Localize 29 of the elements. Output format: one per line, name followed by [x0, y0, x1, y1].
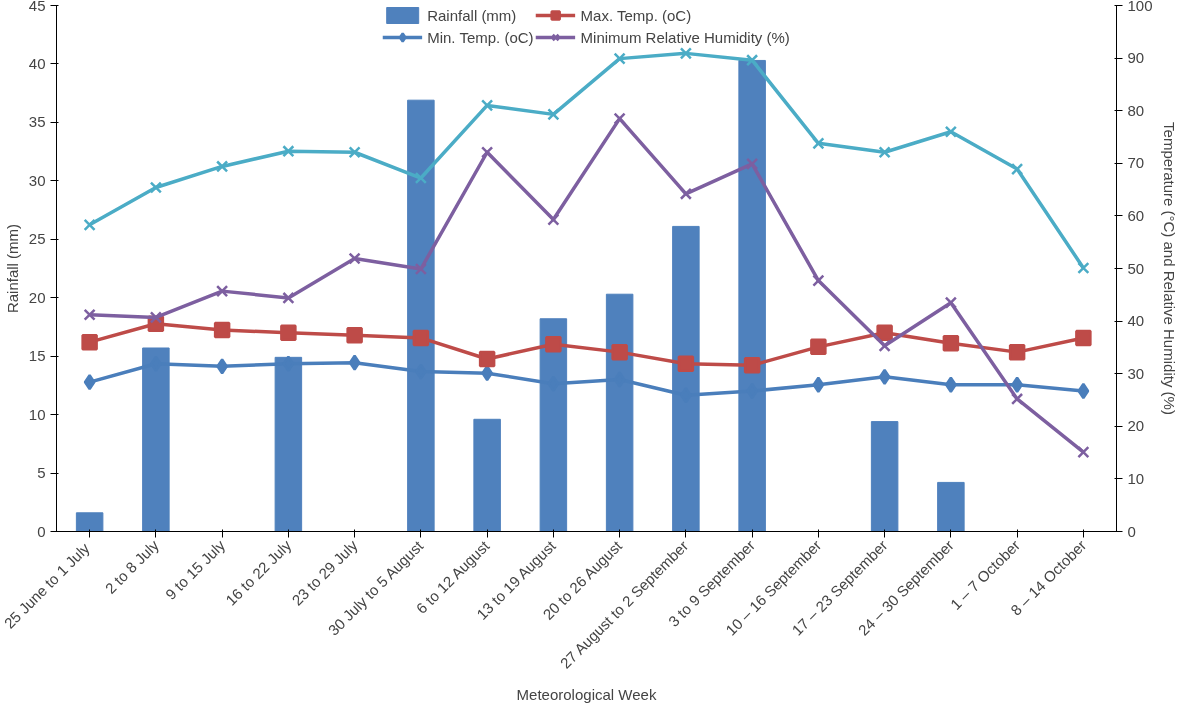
- y-tick-label: 35: [28, 113, 46, 131]
- y-tick-label: 0: [37, 522, 46, 540]
- y-tick-label: 40: [28, 54, 46, 72]
- y-tick-label: 30: [28, 171, 46, 189]
- y2-tick-label: 40: [1127, 312, 1145, 330]
- x-axis-title: Meteorological Week: [516, 685, 657, 703]
- y2-tick-label: 100: [1127, 0, 1153, 14]
- y-axis-title: Rainfall (mm): [3, 223, 21, 314]
- y2-tick-label: 30: [1127, 364, 1145, 382]
- y-tick-label: 20: [28, 288, 46, 306]
- legend-label: Min. Temp. (oC): [427, 28, 534, 46]
- y-tick-label: 5: [37, 464, 46, 482]
- legend-label: Max. Temp. (oC): [580, 6, 692, 24]
- y2-tick-label: 60: [1127, 206, 1145, 224]
- legend-label: Rainfall (mm): [427, 6, 517, 24]
- y-tick-label: 25: [28, 230, 46, 248]
- y2-tick-label: 70: [1127, 154, 1145, 172]
- x-tick-label: 2 to 8 July: [101, 536, 163, 597]
- y2-axis-title: Temperature (°C) and Relative Humidity (%): [1160, 122, 1178, 415]
- y2-tick-label: 20: [1127, 417, 1145, 435]
- y2-tick-label: 80: [1127, 101, 1145, 119]
- y2-tick-label: 10: [1127, 469, 1145, 487]
- y-tick-label: 15: [28, 347, 46, 365]
- y2-tick-label: 0: [1127, 522, 1136, 540]
- y-tick-label: 45: [28, 0, 46, 14]
- legend-label: Minimum Relative Humidity (%): [580, 28, 790, 46]
- y2-tick-label: 90: [1127, 49, 1145, 67]
- y-tick-label: 10: [28, 405, 46, 423]
- y2-tick-label: 50: [1127, 259, 1145, 277]
